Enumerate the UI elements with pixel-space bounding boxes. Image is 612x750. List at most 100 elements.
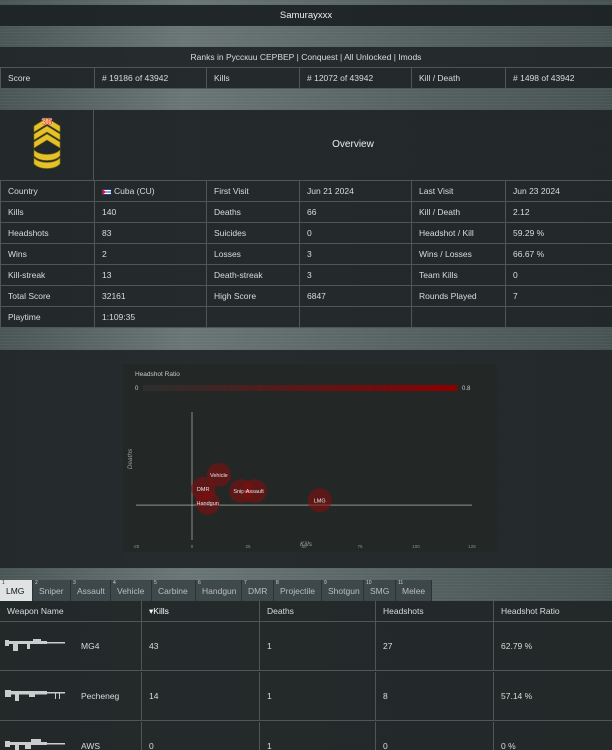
weapon-deaths: 1 — [260, 722, 376, 750]
x-tick-label: 100 — [412, 544, 420, 549]
tab-projectile[interactable]: 8 Projectile — [274, 580, 322, 601]
total-score-value: 32161 — [94, 285, 207, 307]
legend-min: 0 — [135, 386, 139, 392]
ranks-bar: Ranks in Русскuu СЕРВЕР | Conquest | All… — [0, 47, 612, 67]
wins-losses-value: 66.67 % — [505, 243, 612, 265]
tab-label: Assault — [77, 586, 105, 596]
data-point[interactable]: Handgun — [195, 490, 220, 515]
tab-label: Projectile — [280, 586, 315, 596]
legend-max: 0.8 — [462, 386, 471, 392]
overview-title: Overview — [332, 139, 374, 150]
stats-table: Country Cuba (CU) First Visit Jun 21 202… — [0, 180, 612, 328]
table-row[interactable]: AWS 0 1 0 0 % — [0, 722, 612, 750]
death-streak-label: Death-streak — [206, 264, 300, 286]
playtime-value: 1:109:35 — [94, 306, 207, 328]
tab-melee[interactable]: 11 Melee — [396, 580, 432, 601]
rank-badge-cell: 36 — [0, 110, 94, 180]
point-label: Assault — [246, 489, 265, 495]
tab-number: 3 — [73, 580, 76, 586]
tab-vehicle[interactable]: 4 Vehicle — [111, 580, 152, 601]
first-visit-label: First Visit — [206, 180, 300, 202]
point-label: Sniper — [233, 489, 249, 495]
tab-carbine[interactable]: 5 Carbine — [152, 580, 196, 601]
weapon-name: MG4 — [81, 641, 100, 651]
kills-label: Kills — [0, 201, 95, 223]
tab-label: Shotgun — [328, 586, 360, 596]
country-label: Country — [0, 180, 95, 202]
kill-streak-label: Kill-streak — [0, 264, 95, 286]
sergeant-chevron-badge-icon: 36 — [33, 117, 61, 169]
country-name: Cuba (CU) — [114, 186, 155, 196]
point-label: DMR — [197, 487, 210, 493]
wins-value: 2 — [94, 243, 207, 265]
tab-handgun[interactable]: 6 Handgun — [196, 580, 242, 601]
suicides-label: Suicides — [206, 222, 300, 244]
team-kills-value: 0 — [505, 264, 612, 286]
tab-label: Melee — [402, 586, 426, 596]
playtime-label: Playtime — [0, 306, 95, 328]
rounds-played-value: 7 — [505, 285, 612, 307]
player-name: Samurayxxx — [279, 10, 333, 21]
last-visit-label: Last Visit — [411, 180, 506, 202]
weapon-headshots: 27 — [376, 622, 494, 671]
table-row[interactable]: MG4 43 1 27 62.79 % — [0, 622, 612, 671]
weapon-headshots: 8 — [376, 672, 494, 721]
rank-kd-value: # 1498 of 43942 — [505, 67, 612, 89]
col-weapon-name[interactable]: Weapon Name — [0, 601, 142, 622]
total-score-label: Total Score — [0, 285, 95, 307]
tab-lmg[interactable]: 1 LMG — [0, 580, 33, 601]
point-marker — [242, 479, 267, 504]
sort-desc-icon: ▾ — [149, 606, 154, 616]
tab-number: 8 — [276, 580, 279, 586]
x-tick-label: 0 — [191, 544, 194, 549]
ranks-line: Ranks in Русскuu СЕРВЕР | Conquest | All… — [190, 52, 422, 62]
weapon-headshots: 0 — [376, 722, 494, 750]
rank-score-label: Score — [0, 67, 95, 89]
player-name-bar: Samurayxxx — [0, 5, 612, 26]
tab-sniper[interactable]: 2 Sniper — [33, 580, 71, 601]
weapon-name: Pecheneg — [81, 691, 120, 701]
weapon-deaths: 1 — [260, 622, 376, 671]
rounds-played-label: Rounds Played — [411, 285, 506, 307]
col-headshot-ratio[interactable]: Headshot Ratio — [494, 601, 612, 622]
tab-number: 9 — [324, 580, 327, 586]
tab-number: 10 — [366, 580, 372, 586]
y-axis-label: Deaths — [127, 448, 134, 469]
rank-kills-value: # 12072 of 43942 — [299, 67, 412, 89]
x-axis-label: Kills — [300, 541, 313, 548]
col-kills-sorted[interactable]: ▾Kills — [142, 601, 260, 622]
data-point[interactable]: Assault — [242, 479, 267, 504]
tab-shotgun[interactable]: 9 Shotgun — [322, 580, 364, 601]
stats-row: Kill-streak 13 Death-streak 3 Team Kills… — [0, 264, 612, 286]
table-row[interactable]: Pecheneg 14 1 8 57.14 % — [0, 672, 612, 721]
legend-title: Headshot Ratio — [135, 371, 180, 378]
chart-section: Headshot Ratio 0 0.8 -25 0 25 50 75 100 125 Ve… — [0, 350, 612, 568]
tab-label: Handgun — [202, 586, 237, 596]
col-deaths[interactable]: Deaths — [260, 601, 376, 622]
data-point[interactable]: Vehicle — [206, 462, 231, 487]
data-point[interactable]: LMG — [307, 488, 332, 513]
col-headshots[interactable]: Headshots — [376, 601, 494, 622]
rank-kd-label: Kill / Death — [411, 67, 506, 89]
headshots-value: 83 — [94, 222, 207, 244]
point-label: LMG — [314, 498, 326, 504]
stats-row: Playtime 1:109:35 — [0, 306, 612, 328]
tab-assault[interactable]: 3 Assault — [71, 580, 111, 601]
tab-dmr[interactable]: 7 DMR — [242, 580, 274, 601]
weapon-kills: 43 — [142, 622, 260, 671]
rank-score-value: # 19186 of 43942 — [94, 67, 207, 89]
team-kills-label: Team Kills — [411, 264, 506, 286]
country-value: Cuba (CU) — [94, 180, 207, 202]
x-tick-label: -25 — [133, 544, 140, 549]
weapon-hs-ratio: 62.79 % — [501, 641, 533, 651]
rank-level: 36 — [41, 117, 53, 128]
rank-kills-label: Kills — [206, 67, 300, 89]
point-marker — [195, 490, 220, 515]
deaths-label: Deaths — [206, 201, 300, 223]
weapon-kills: 0 — [142, 722, 260, 750]
tab-smg[interactable]: 10 SMG — [364, 580, 396, 601]
kill-death-value: 2.12 — [505, 201, 612, 223]
stats-row: Wins 2 Losses 3 Wins / Losses 66.67 % — [0, 243, 612, 265]
headshots-label: Headshots — [0, 222, 95, 244]
